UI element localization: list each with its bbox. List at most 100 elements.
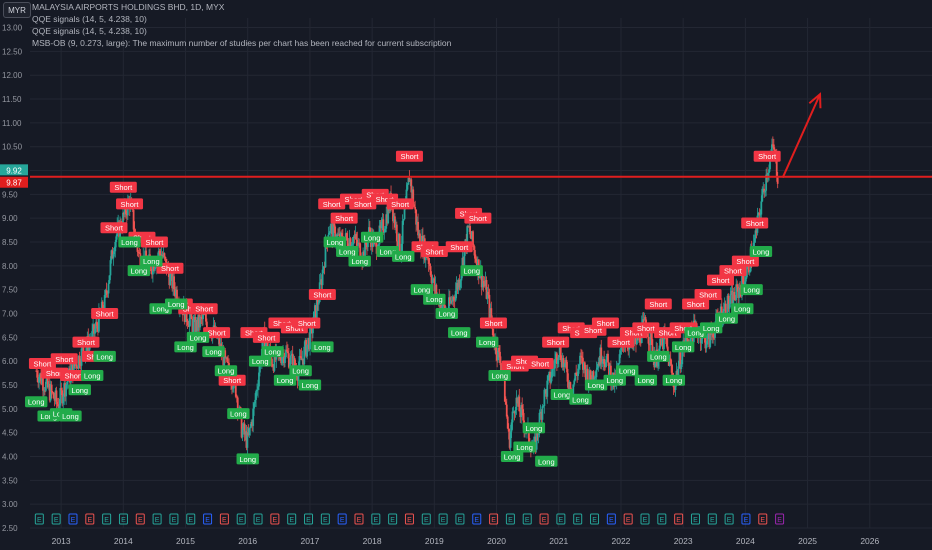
candle-body [580, 355, 582, 357]
candle-body [487, 291, 490, 295]
candle-body [401, 220, 404, 244]
candle-body [359, 243, 362, 261]
earnings-marker-box [707, 513, 717, 525]
candle-body [539, 411, 542, 413]
short-signal: Short [731, 255, 759, 267]
candle-body [190, 311, 193, 320]
candle-body [659, 338, 661, 349]
candle-body [110, 250, 113, 261]
long-signal-label: Long [239, 455, 256, 464]
indicator-label-1[interactable]: QQE signals (14, 5, 4.238, 10) [32, 14, 147, 24]
candle-body [734, 299, 737, 301]
long-signal-label: Long [638, 376, 655, 385]
candle-body [497, 347, 499, 361]
candle-body [472, 231, 474, 246]
candle-body [241, 428, 244, 438]
long-signal: Long [603, 374, 626, 386]
candle-body [440, 300, 443, 311]
earnings-marker-label: E [542, 517, 547, 524]
candle-body [555, 353, 558, 364]
candle-body [406, 184, 409, 190]
candle-body [679, 352, 682, 370]
short-signal: Short [203, 327, 231, 339]
earnings-marker-label: E [777, 517, 782, 524]
candle-body [414, 206, 417, 210]
short-signal: Short [464, 212, 492, 224]
long-signal: Long [522, 422, 546, 434]
y-tick-label: 6.50 [2, 333, 18, 342]
candle-body [583, 362, 586, 370]
earnings-marker: E [51, 513, 61, 525]
short-signal: Short [632, 322, 660, 334]
long-signal-label: Long [554, 391, 571, 400]
x-tick-label: 2022 [612, 536, 631, 546]
candle-body [35, 370, 38, 372]
candle-body [154, 267, 157, 269]
candle-body [448, 297, 450, 313]
candle-body [431, 279, 434, 283]
candle-body [61, 390, 64, 404]
candle-body [324, 241, 327, 268]
trend-arrow [781, 92, 822, 179]
earnings-marker: E [775, 513, 785, 525]
candle-body [50, 384, 53, 393]
candle-body [280, 358, 283, 364]
candle-body [548, 371, 551, 376]
long-signal-box [460, 265, 483, 277]
short-signal: Short [60, 369, 88, 381]
candle-body [772, 144, 775, 150]
long-signal-label: Long [152, 305, 169, 314]
earnings-marker: E [472, 513, 482, 525]
arrow-shaft [781, 93, 821, 179]
long-signal: Long [671, 341, 695, 353]
candle-body [755, 230, 758, 233]
candle-body [538, 412, 541, 432]
earnings-marker: E [690, 513, 700, 525]
candle-body [705, 344, 708, 349]
earnings-marker-label: E [407, 517, 412, 524]
candle-body [543, 389, 546, 406]
short-signal-label: Short [354, 200, 373, 209]
candle-body [257, 386, 259, 390]
candle-body [205, 321, 208, 330]
x-tick-label: 2017 [300, 536, 319, 546]
chart-title: MALAYSIA AIRPORTS HOLDINGS BHD, 1D, MYX [32, 2, 225, 12]
candle-body [598, 362, 601, 366]
earnings-marker: E [522, 513, 532, 525]
indicator-label-3[interactable]: MSB-OB (9, 0.273, large): The maximum nu… [32, 38, 452, 48]
long-signal-label: Long [426, 295, 443, 304]
long-signal: Long [214, 365, 238, 377]
candle-body [301, 358, 304, 361]
candle-body [584, 369, 587, 382]
last-price-tag-label: 9.92 [6, 166, 22, 175]
candle-body [560, 360, 563, 368]
earnings-marker-label: E [676, 517, 681, 524]
short-signal-label: Short [450, 243, 469, 252]
long-signal-label: Long [252, 357, 269, 366]
long-signal: Long [202, 346, 225, 358]
long-signal-label: Long [451, 329, 468, 338]
candle-body [158, 250, 161, 254]
candle-body [507, 428, 510, 432]
short-signal-label: Short [323, 200, 342, 209]
candle-body [754, 230, 757, 239]
short-signal-label: Short [547, 338, 566, 347]
earnings-marker: E [455, 513, 465, 525]
candle-body [544, 389, 547, 391]
earnings-marker: E [102, 513, 112, 525]
candle-body [46, 376, 49, 388]
candle-body [736, 284, 739, 287]
candle-body [394, 216, 396, 228]
currency-button[interactable]: MYR [3, 2, 31, 18]
candle-body [547, 375, 550, 381]
indicator-label-2[interactable]: QQE signals (14, 5, 4.238, 10) [32, 26, 147, 36]
candle-body [585, 368, 588, 382]
long-signal: Long [513, 441, 536, 453]
long-signal-box [298, 379, 322, 391]
candle-body [385, 214, 388, 229]
short-signal-label: Short [400, 152, 419, 161]
short-signal-box [218, 374, 246, 386]
candle-body [457, 279, 460, 290]
earnings-marker: E [421, 513, 431, 525]
